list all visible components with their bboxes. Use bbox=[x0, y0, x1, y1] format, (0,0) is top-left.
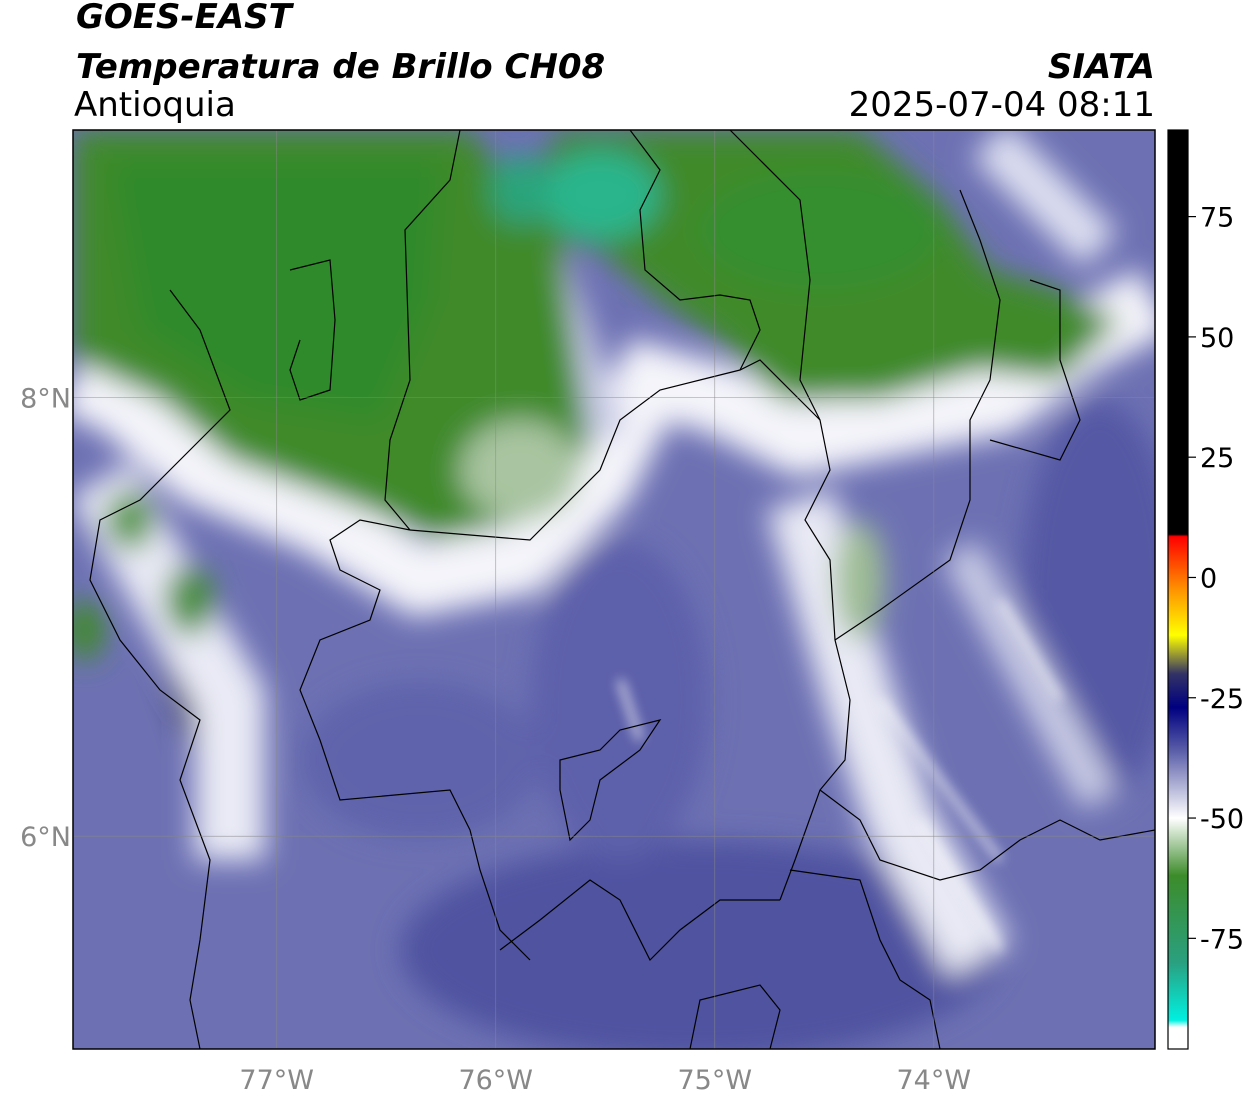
colorbar-tick-label: -75 bbox=[1200, 924, 1244, 955]
x-tick-label: 76°W bbox=[458, 1065, 533, 1096]
y-tick-label: 8°N bbox=[20, 384, 71, 415]
colorbar-tick-label: 25 bbox=[1200, 443, 1234, 474]
map-frame bbox=[72, 129, 1156, 1050]
timestamp: 2025-07-04 08:11 bbox=[849, 85, 1155, 125]
subtitle: Temperatura de Brillo CH08 bbox=[76, 47, 605, 87]
colorbar bbox=[1167, 129, 1189, 1050]
boundaries bbox=[89, 130, 1155, 1049]
colorbar-tick-label: 0 bbox=[1200, 563, 1217, 594]
colorbar-tick-label: 50 bbox=[1200, 323, 1234, 354]
colorbar-tick-label: -25 bbox=[1200, 684, 1244, 715]
x-tick-label: 77°W bbox=[239, 1065, 314, 1096]
source: SIATA bbox=[1048, 47, 1155, 87]
colorbar-tick-label: -50 bbox=[1200, 804, 1244, 835]
y-tick-label: 6°N bbox=[20, 822, 71, 853]
title: GOES-EAST bbox=[76, 0, 295, 37]
satellite-image bbox=[73, 130, 1155, 1049]
region: Antioquia bbox=[74, 85, 236, 125]
x-tick-label: 75°W bbox=[677, 1065, 752, 1096]
colorbar-tick-label: 75 bbox=[1200, 203, 1234, 234]
x-tick-label: 74°W bbox=[897, 1065, 972, 1096]
